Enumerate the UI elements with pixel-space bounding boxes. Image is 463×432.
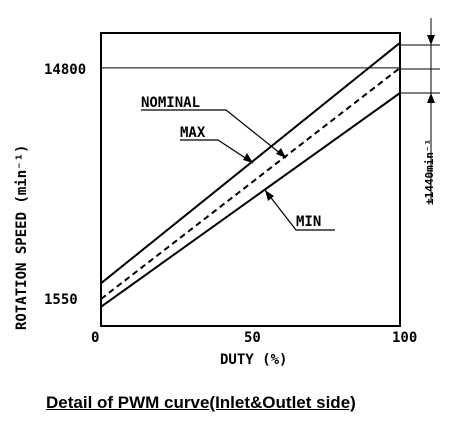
tol-arrow-top xyxy=(427,35,435,45)
series-line-max xyxy=(100,42,401,285)
pwm-chart: 14800 1550 0 50 100 DUTY (%) ROTATION SP… xyxy=(14,18,440,368)
arrow-nominal xyxy=(276,148,286,158)
series-layer xyxy=(100,42,401,308)
tol-arrow-bot xyxy=(427,93,435,103)
leader-max xyxy=(180,139,254,164)
y-tick-14800: 14800 xyxy=(44,62,86,78)
plot-frame xyxy=(100,32,401,327)
series-label-nominal: NOMINAL xyxy=(141,95,200,111)
leader-nominal xyxy=(141,109,287,159)
x-tick-50: 50 xyxy=(244,330,261,346)
series-label-max: MAX xyxy=(180,125,206,141)
series-line-min xyxy=(100,92,401,308)
x-axis-label: DUTY (%) xyxy=(220,352,287,368)
y-axis-label: ROTATION SPEED (min⁻¹) xyxy=(14,145,30,330)
arrow-max xyxy=(243,153,253,163)
leader-min xyxy=(264,189,335,231)
series-line-nominal xyxy=(100,67,401,300)
tolerance-label: ±1440min⁻¹ xyxy=(423,139,436,205)
x-tick-0: 0 xyxy=(91,330,99,346)
series-label-min: MIN xyxy=(296,214,321,230)
x-tick-100: 100 xyxy=(392,330,417,346)
y-tick-1550: 1550 xyxy=(44,292,78,308)
chart-caption: Detail of PWM curve(Inlet&Outlet side) xyxy=(46,393,356,412)
arrow-min xyxy=(265,190,274,201)
